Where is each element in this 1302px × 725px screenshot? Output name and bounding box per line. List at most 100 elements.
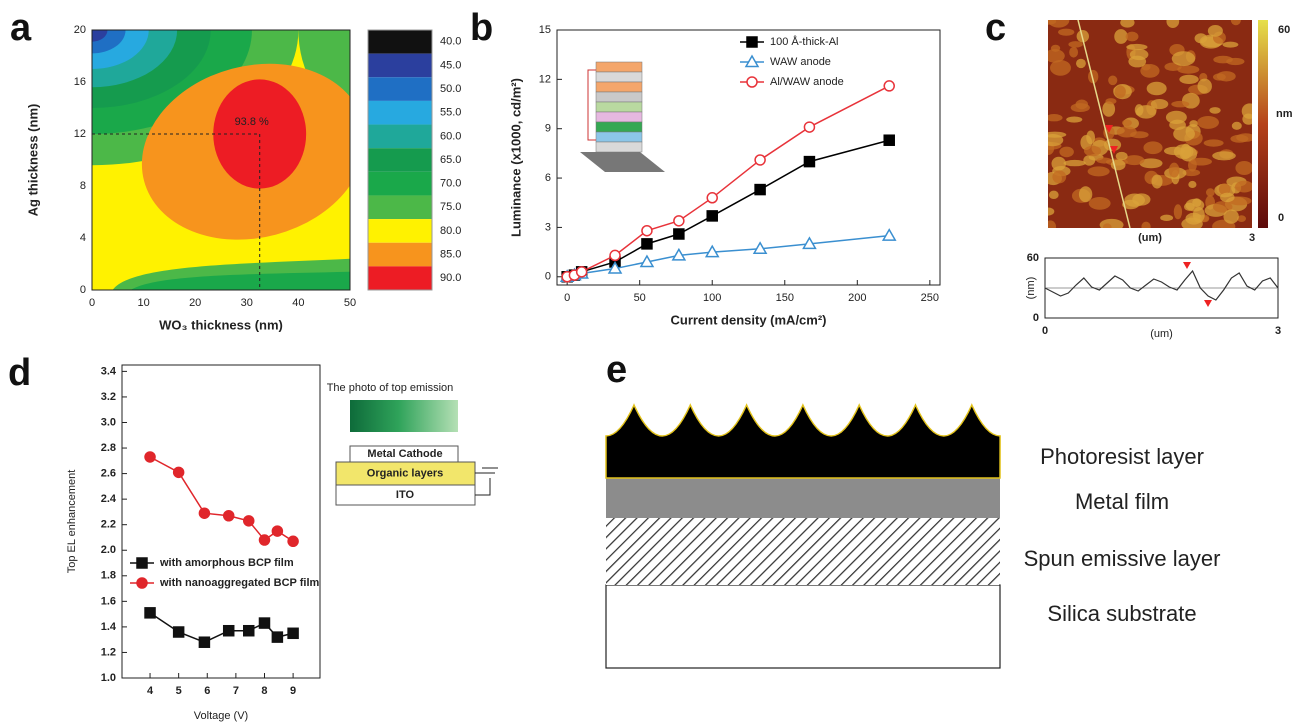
colorbar-label: 45.0: [440, 59, 461, 71]
afm-grain: [1235, 160, 1252, 176]
layer-label: Photoresist layer: [1040, 444, 1204, 469]
contour-band: [130, 271, 350, 290]
colorbar-cell: [368, 242, 432, 267]
plot-frame: [121, 364, 321, 679]
x-tick-label: 3: [1275, 325, 1281, 337]
afm-grain: [1205, 188, 1215, 197]
colorbar-frame: [367, 29, 433, 291]
afm-grain: [1173, 126, 1195, 142]
marker: [704, 244, 720, 258]
colorbar: [1258, 20, 1268, 228]
marker: [172, 466, 185, 479]
x-tick-label: 7: [233, 685, 239, 697]
afm-grain: [1120, 20, 1135, 28]
marker: [607, 261, 623, 274]
afm-grain: [1230, 134, 1249, 143]
y-tick-label: 4: [80, 232, 86, 244]
colorbar-cell: [368, 148, 432, 172]
marker: [673, 215, 685, 227]
colorbar-unit: nm: [1276, 108, 1293, 120]
emissive-layer: [606, 518, 1000, 585]
marker: [136, 557, 148, 569]
marker: [243, 624, 255, 637]
marker: [754, 154, 766, 166]
profile-line: [1044, 269, 1279, 301]
marker: [706, 192, 718, 204]
battery: [475, 467, 498, 496]
colorbar-label: 0: [1278, 212, 1284, 224]
colorbar-cell: [368, 266, 432, 290]
marker: [144, 451, 156, 463]
plot-frame: [91, 29, 351, 291]
inset-layer: [595, 131, 643, 143]
y-tick-label: 60: [1027, 252, 1039, 264]
afm-grain: [1192, 206, 1205, 223]
layer-label: Spun emissive layer: [1024, 546, 1221, 571]
afm-grain: [1230, 20, 1241, 26]
legend-label: with nanoaggregated BCP film: [159, 577, 320, 589]
metal-layer: [606, 478, 1000, 518]
legend-label: WAW anode: [770, 56, 831, 68]
afm-grain: [1135, 105, 1157, 119]
afm-grain: [1212, 201, 1233, 213]
colorbar-label: 40.0: [440, 36, 461, 48]
x-tick-label: 9: [290, 685, 296, 697]
afm-grain: [1242, 113, 1252, 125]
panel-letter: b: [470, 7, 493, 49]
y-tick-label: 9: [545, 123, 551, 135]
afm-grain: [1180, 143, 1192, 159]
x-tick-label: 20: [189, 297, 201, 309]
marker: [222, 624, 235, 637]
afm-grain: [1209, 107, 1221, 114]
x-tick-label: 4: [147, 685, 154, 697]
legend-label: with amorphous BCP film: [159, 557, 294, 569]
afm-grain: [1177, 65, 1200, 74]
marker: [802, 236, 817, 250]
photoresist-layer: [605, 403, 1001, 479]
marker: [752, 241, 768, 255]
afm-grain: [1125, 31, 1139, 42]
y-tick-label: 16: [74, 76, 86, 88]
afm-grain: [1197, 115, 1220, 129]
afm-grain: [1190, 157, 1212, 166]
afm-grain: [1059, 146, 1074, 158]
colorbar-cell: [368, 77, 432, 101]
y-tick-label: 3: [545, 221, 551, 233]
afm-grain: [1068, 41, 1083, 48]
colorbar-cell: [368, 195, 432, 220]
marker: [258, 534, 271, 546]
x-axis-label: Voltage (V): [194, 710, 248, 722]
y-tick-label: 2.6: [101, 467, 116, 479]
afm-grain: [1237, 215, 1246, 222]
panel-letter: a: [10, 7, 32, 49]
afm-grain: [1128, 55, 1147, 68]
panel-letter: c: [985, 7, 1006, 49]
afm-grain: [1088, 196, 1111, 210]
marker: [287, 535, 299, 548]
panel-letter: d: [8, 352, 31, 394]
inset-layer: [595, 91, 643, 103]
inset-title: The photo of top emission: [327, 382, 454, 394]
afm-grain: [1166, 20, 1180, 29]
y-tick-label: 1.8: [101, 570, 116, 582]
marker: [144, 607, 156, 619]
inset-substrate: [580, 152, 665, 172]
y-tick-label: 3.4: [101, 365, 117, 377]
colorbar-label: 60: [1278, 24, 1290, 36]
layer-stack: [605, 478, 1001, 669]
afm-grain: [1080, 135, 1093, 151]
y-tick-label: 1.6: [101, 595, 116, 607]
afm-grain: [1121, 119, 1132, 127]
marker: [198, 507, 211, 519]
inset-layer-label: Metal Cathode: [367, 448, 442, 460]
x-axis-label: (um): [1138, 232, 1162, 244]
marker: [881, 228, 897, 241]
marker: [258, 617, 271, 629]
afm-grain: [1194, 33, 1208, 44]
y-tick-label: 15: [539, 24, 551, 36]
contour-fill: [92, 30, 350, 290]
annotation: 93.8 %: [235, 116, 269, 128]
afm-grain: [1048, 220, 1057, 228]
afm-grain: [1102, 101, 1116, 117]
substrate-layer: [605, 584, 1001, 669]
